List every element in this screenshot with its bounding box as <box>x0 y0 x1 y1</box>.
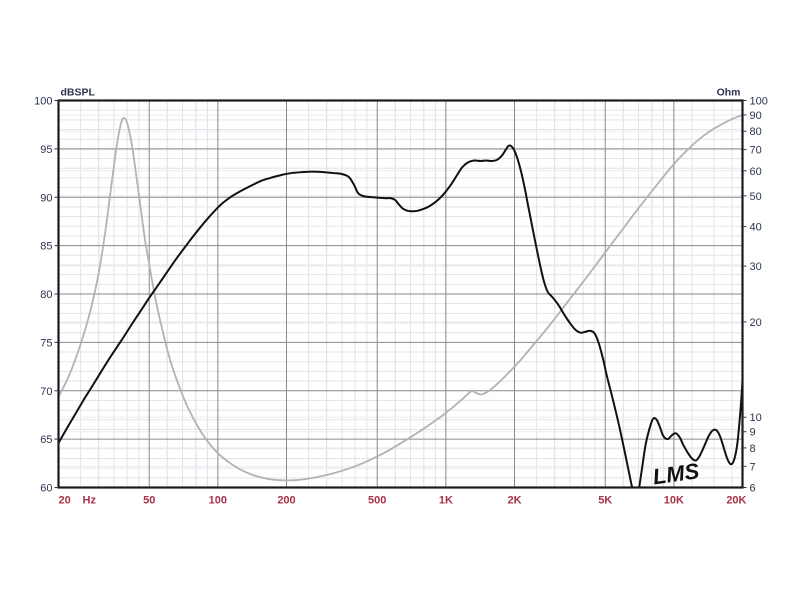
left-tick-label: 60 <box>40 483 52 495</box>
bottom-tick-label: 20K <box>726 495 746 507</box>
right-tick-label: 7 <box>750 461 756 473</box>
right-tick-label: 90 <box>750 110 762 122</box>
right-tick-label: 50 <box>750 191 762 203</box>
bottom-axis-ticks: 20 50 100 200 500 1K 2K 5K 10K 20K <box>59 495 747 507</box>
impedance-curve <box>58 114 743 482</box>
left-tick-label: 95 <box>40 144 52 156</box>
right-tick-label: 20 <box>750 317 762 329</box>
bottom-tick-label: 200 <box>277 495 295 507</box>
bottom-tick-label: 2K <box>507 495 521 507</box>
left-tick-label: 75 <box>40 337 52 349</box>
right-tick-label: 40 <box>750 222 762 234</box>
left-tick-label: 100 <box>34 96 52 108</box>
bottom-tick-label: 1K <box>439 495 453 507</box>
bottom-tick-label: 50 <box>143 495 155 507</box>
right-tick-label: 10 <box>750 412 762 424</box>
right-axis-ticks: 100 90 80 70 60 50 40 30 20 10 9 8 7 6 <box>742 96 768 495</box>
bottom-tick-label: 5K <box>598 495 612 507</box>
right-tick-label: 9 <box>750 427 756 439</box>
left-tick-label: 80 <box>40 289 52 301</box>
left-axis-title: dBSPL <box>61 87 96 99</box>
right-tick-label: 70 <box>750 145 762 157</box>
right-tick-label: 60 <box>750 166 762 178</box>
bottom-tick-label: 20 <box>59 495 71 507</box>
bottom-tick-label: 500 <box>368 495 386 507</box>
right-tick-label: 8 <box>750 443 756 455</box>
left-axis-ticks: 100 95 90 85 80 75 70 65 60 <box>34 96 59 495</box>
right-tick-label: 6 <box>750 483 756 495</box>
right-tick-label: 30 <box>750 261 762 273</box>
left-tick-label: 85 <box>40 241 52 253</box>
bottom-tick-label: 10K <box>664 495 684 507</box>
left-tick-label: 65 <box>40 434 52 446</box>
left-tick-label: 90 <box>40 192 52 204</box>
bottom-tick-label: 100 <box>209 495 227 507</box>
spl-curve <box>58 144 743 488</box>
right-tick-label: 100 <box>750 96 768 108</box>
left-tick-label: 70 <box>40 386 52 398</box>
frequency-unit-label: Hz <box>83 495 97 507</box>
right-tick-label: 80 <box>750 126 762 138</box>
right-axis-title: Ohm <box>717 87 741 99</box>
